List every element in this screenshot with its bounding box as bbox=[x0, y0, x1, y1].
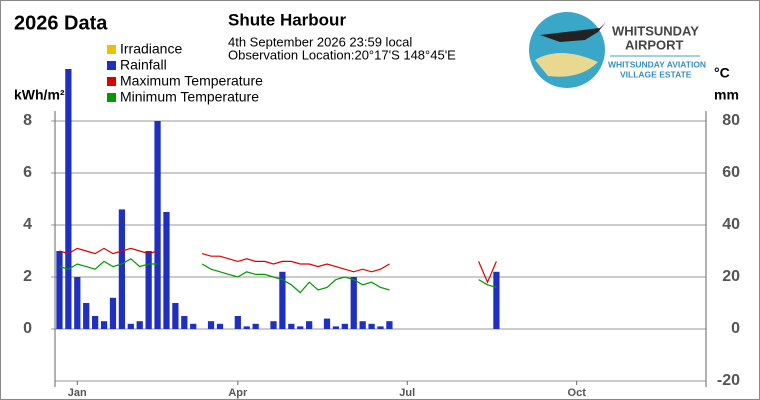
annotation: 4th September 2026 23:59 local bbox=[228, 34, 412, 49]
bar bbox=[297, 326, 304, 329]
bar bbox=[234, 316, 241, 329]
y2-tick-label: 20 bbox=[722, 268, 740, 285]
legend-label: Irradiance bbox=[120, 41, 182, 57]
y-tick-label: 0 bbox=[23, 320, 32, 337]
x-tick-label: Jan bbox=[68, 387, 87, 399]
y-tick-label: 8 bbox=[23, 112, 32, 129]
bar bbox=[270, 321, 277, 329]
bar bbox=[243, 326, 250, 329]
line bbox=[59, 258, 497, 294]
bar bbox=[190, 323, 197, 329]
y2-axis-label: mm bbox=[714, 87, 739, 103]
y-tick-label: 2 bbox=[23, 268, 32, 285]
legend-swatch bbox=[107, 77, 116, 86]
line bbox=[59, 247, 497, 284]
y2-tick-label: 40 bbox=[722, 216, 740, 233]
x-tick-label: Jul bbox=[399, 387, 415, 399]
bar bbox=[359, 321, 366, 329]
bar bbox=[368, 323, 375, 329]
legend-label: Rainfall bbox=[120, 57, 167, 73]
logo-text: WHITSUNDAY bbox=[612, 23, 699, 38]
bar bbox=[288, 323, 295, 329]
y2-tick-label: 0 bbox=[731, 320, 740, 337]
y2-axis-label: °C bbox=[714, 65, 730, 81]
bar bbox=[145, 251, 152, 329]
bar bbox=[136, 321, 143, 329]
y2-tick-label: 60 bbox=[722, 164, 740, 181]
chart-title: 2026 Data bbox=[14, 12, 108, 34]
bar bbox=[323, 318, 331, 329]
y-axis-label: kWh/m² bbox=[14, 87, 65, 103]
x-tick-label: Oct bbox=[568, 387, 587, 399]
bar bbox=[172, 303, 179, 329]
y2-tick-label: 80 bbox=[722, 112, 740, 129]
bar bbox=[83, 303, 90, 329]
logo-text: WHITSUNDAY AVIATION bbox=[608, 59, 706, 69]
bar bbox=[92, 316, 99, 329]
logo-text: AIRPORT bbox=[625, 37, 684, 52]
logo-island bbox=[535, 52, 598, 77]
legend-swatch bbox=[107, 93, 116, 102]
bar bbox=[127, 323, 134, 329]
logo-text: VILLAGE ESTATE bbox=[620, 69, 692, 79]
bar bbox=[207, 321, 215, 329]
logo-circle bbox=[529, 12, 605, 88]
bar bbox=[252, 323, 259, 329]
x-tick-label: Apr bbox=[228, 387, 248, 399]
bar bbox=[377, 326, 384, 329]
bar bbox=[216, 323, 224, 329]
legend-label: Minimum Temperature bbox=[120, 89, 259, 105]
bar bbox=[100, 321, 108, 329]
bar bbox=[279, 271, 286, 329]
bar bbox=[181, 316, 188, 329]
bar bbox=[306, 321, 313, 329]
logo-plane bbox=[540, 22, 606, 42]
legend-label: Maximum Temperature bbox=[120, 73, 263, 89]
y-tick-label: 6 bbox=[23, 164, 32, 181]
bar bbox=[493, 271, 500, 329]
bar bbox=[56, 251, 63, 329]
logo: WHITSUNDAY AIRPORT WHITSUNDAY AVIATION V… bbox=[529, 12, 706, 88]
bar bbox=[332, 326, 340, 329]
bar bbox=[350, 277, 357, 329]
bar bbox=[74, 277, 81, 329]
bar bbox=[154, 121, 161, 329]
bar bbox=[65, 69, 72, 329]
bar bbox=[386, 321, 393, 329]
bar bbox=[109, 297, 117, 329]
subtitle: Shute Harbour bbox=[228, 10, 346, 29]
annotation: Observation Location:20°17'S 148°45'E bbox=[228, 47, 456, 62]
legend-swatch bbox=[107, 61, 116, 70]
bar bbox=[341, 323, 348, 329]
plot-area bbox=[56, 69, 500, 329]
legend-swatch bbox=[107, 45, 116, 54]
y2-tick-label: -20 bbox=[717, 372, 740, 389]
bar bbox=[163, 212, 170, 329]
bar bbox=[118, 209, 126, 329]
y-tick-label: 4 bbox=[23, 216, 32, 233]
